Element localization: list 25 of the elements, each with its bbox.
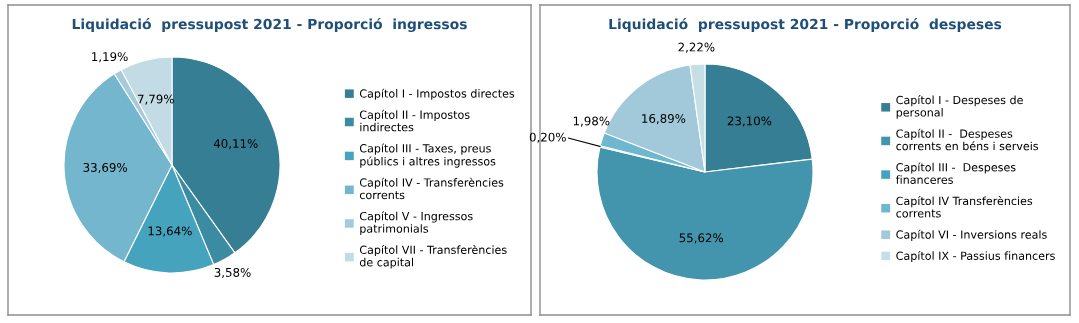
legend-label: Capítol IV Transferències corrents [896, 196, 1033, 218]
legend-label: Capítol I - Despeses de personal [896, 95, 1023, 119]
data-label: 40,11% [213, 139, 258, 150]
data-label: 1,98% [573, 116, 610, 127]
legend-label: Capítol III - Despeses financeres [895, 162, 1016, 184]
legend-label: Capítol I - Impostos directes [359, 88, 515, 100]
data-label: 13,64% [148, 226, 192, 237]
legend-label: Capítol IX - Passius financers [896, 250, 1055, 263]
chart-title: Liquidació pressupost 2021 - Proporció ingressos [72, 17, 467, 33]
data-label: 16,89% [642, 114, 686, 125]
legend-label: Capítol II - Despeses corrents en béns i serveis [896, 128, 1039, 151]
legend-label: Capítol IV - Transferències corrents [359, 177, 504, 200]
legend-label: Capítol VII - Transferències de capital [359, 244, 507, 269]
data-label: 3,58% [214, 267, 251, 279]
legend-label: Capítol VI - Inversions reals [896, 229, 1047, 241]
chart-title: Liquidació pressupost 2021 - Proporció despeses [609, 18, 1002, 32]
data-label: 33,69% [83, 162, 127, 174]
legend-label: Capítol V - Ingressos patrimonials [359, 211, 473, 235]
legend-label: Capítol III - Taxes, preus públics i altres ingressos [359, 143, 496, 168]
data-label: 55,62% [679, 233, 724, 244]
data-label: 23,10% [727, 116, 772, 127]
data-label: 1,19% [92, 52, 128, 63]
legend-label: Capítol II - Impostos indirectes [359, 109, 470, 132]
data-label: 2,22% [678, 42, 715, 53]
data-label: 0,20% [529, 132, 566, 143]
